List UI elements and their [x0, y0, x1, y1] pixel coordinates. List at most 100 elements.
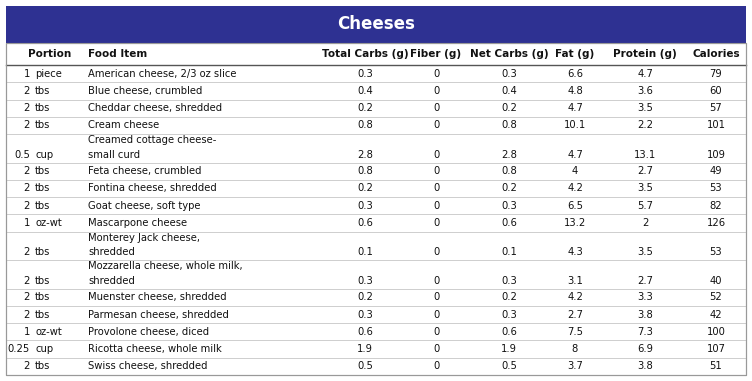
Text: tbs: tbs — [35, 103, 50, 113]
Text: 0.8: 0.8 — [501, 120, 517, 130]
Text: Net Carbs (g): Net Carbs (g) — [470, 49, 548, 59]
Text: 0.6: 0.6 — [357, 327, 373, 337]
Text: tbs: tbs — [35, 166, 50, 176]
Text: 107: 107 — [706, 344, 726, 354]
Text: 0.2: 0.2 — [357, 103, 373, 113]
Text: 0.6: 0.6 — [501, 218, 517, 228]
Text: 0: 0 — [433, 184, 439, 194]
Text: 4: 4 — [572, 166, 578, 176]
Text: 4.8: 4.8 — [567, 86, 583, 96]
Text: 0: 0 — [433, 166, 439, 176]
Text: Provolone cheese, diced: Provolone cheese, diced — [88, 327, 209, 337]
Text: oz-wt: oz-wt — [35, 327, 62, 337]
Text: tbs: tbs — [35, 309, 50, 320]
Text: 0: 0 — [433, 361, 439, 371]
Text: 0.1: 0.1 — [501, 247, 517, 257]
Text: 2: 2 — [23, 184, 30, 194]
Text: 53: 53 — [710, 184, 723, 194]
Text: Fat (g): Fat (g) — [556, 49, 595, 59]
Text: 0.3: 0.3 — [357, 275, 373, 286]
Text: Protein (g): Protein (g) — [613, 49, 677, 59]
Text: 3.5: 3.5 — [637, 247, 653, 257]
Text: shredded: shredded — [88, 247, 135, 257]
Text: 52: 52 — [710, 292, 723, 302]
Text: 0: 0 — [433, 218, 439, 228]
Text: 42: 42 — [710, 309, 723, 320]
Text: 2: 2 — [23, 247, 30, 257]
Text: 0: 0 — [433, 69, 439, 78]
Text: Fontina cheese, shredded: Fontina cheese, shredded — [88, 184, 217, 194]
Bar — [6, 6, 746, 43]
Text: 0.4: 0.4 — [357, 86, 373, 96]
Text: Muenster cheese, shredded: Muenster cheese, shredded — [88, 292, 226, 302]
Text: 0: 0 — [433, 150, 439, 160]
Text: 3.5: 3.5 — [637, 184, 653, 194]
Text: 0.3: 0.3 — [357, 69, 373, 78]
Text: Fiber (g): Fiber (g) — [411, 49, 462, 59]
Text: 0.8: 0.8 — [501, 166, 517, 176]
Text: Swiss cheese, shredded: Swiss cheese, shredded — [88, 361, 208, 371]
Text: 1: 1 — [23, 218, 30, 228]
Text: shredded: shredded — [88, 275, 135, 286]
Text: tbs: tbs — [35, 275, 50, 286]
Text: 0: 0 — [433, 292, 439, 302]
Text: 10.1: 10.1 — [564, 120, 586, 130]
Text: 0.3: 0.3 — [501, 309, 517, 320]
Text: American cheese, 2/3 oz slice: American cheese, 2/3 oz slice — [88, 69, 236, 78]
Text: Portion: Portion — [28, 49, 71, 59]
Text: 6.9: 6.9 — [637, 344, 653, 354]
Text: cup: cup — [35, 150, 53, 160]
Text: 0.5: 0.5 — [14, 150, 30, 160]
Text: 0.2: 0.2 — [357, 292, 373, 302]
Text: 3.6: 3.6 — [637, 86, 653, 96]
Text: 0: 0 — [433, 344, 439, 354]
Text: tbs: tbs — [35, 247, 50, 257]
Text: 0.3: 0.3 — [357, 309, 373, 320]
Text: oz-wt: oz-wt — [35, 218, 62, 228]
Text: 3.8: 3.8 — [637, 361, 653, 371]
Text: piece: piece — [35, 69, 62, 78]
Text: 2: 2 — [23, 292, 30, 302]
Text: 4.3: 4.3 — [567, 247, 583, 257]
Text: 4.2: 4.2 — [567, 184, 583, 194]
Text: 3.1: 3.1 — [567, 275, 583, 286]
Text: tbs: tbs — [35, 184, 50, 194]
Text: 109: 109 — [706, 150, 726, 160]
Text: 0.3: 0.3 — [501, 275, 517, 286]
Text: tbs: tbs — [35, 120, 50, 130]
Text: 2.8: 2.8 — [501, 150, 517, 160]
Text: 0.8: 0.8 — [357, 120, 373, 130]
Text: 4.7: 4.7 — [637, 69, 653, 78]
Text: Creamed cottage cheese-: Creamed cottage cheese- — [88, 135, 217, 145]
Text: 0.6: 0.6 — [501, 327, 517, 337]
Text: Cheddar cheese, shredded: Cheddar cheese, shredded — [88, 103, 222, 113]
Text: 2: 2 — [23, 201, 30, 211]
Text: small curd: small curd — [88, 150, 140, 160]
Text: 3.3: 3.3 — [637, 292, 653, 302]
Text: 0.3: 0.3 — [501, 201, 517, 211]
Text: 0: 0 — [433, 86, 439, 96]
Text: 6.6: 6.6 — [567, 69, 583, 78]
Bar — [6, 43, 746, 375]
Text: 0: 0 — [433, 120, 439, 130]
Text: 2: 2 — [23, 103, 30, 113]
Text: 2.7: 2.7 — [637, 166, 653, 176]
Text: 7.5: 7.5 — [567, 327, 583, 337]
Text: tbs: tbs — [35, 86, 50, 96]
Text: 1: 1 — [23, 69, 30, 78]
Text: Ricotta cheese, whole milk: Ricotta cheese, whole milk — [88, 344, 222, 354]
Text: 3.8: 3.8 — [637, 309, 653, 320]
Text: 0: 0 — [433, 103, 439, 113]
Text: 0: 0 — [433, 275, 439, 286]
Text: 0.25: 0.25 — [8, 344, 30, 354]
Text: tbs: tbs — [35, 292, 50, 302]
Text: Parmesan cheese, shredded: Parmesan cheese, shredded — [88, 309, 229, 320]
Text: 4.7: 4.7 — [567, 103, 583, 113]
Text: 0.5: 0.5 — [357, 361, 373, 371]
Text: Calories: Calories — [692, 49, 740, 59]
Text: 2: 2 — [23, 361, 30, 371]
Text: 2: 2 — [23, 166, 30, 176]
Text: 0: 0 — [433, 201, 439, 211]
Text: 2: 2 — [23, 86, 30, 96]
Text: 0.4: 0.4 — [501, 86, 517, 96]
